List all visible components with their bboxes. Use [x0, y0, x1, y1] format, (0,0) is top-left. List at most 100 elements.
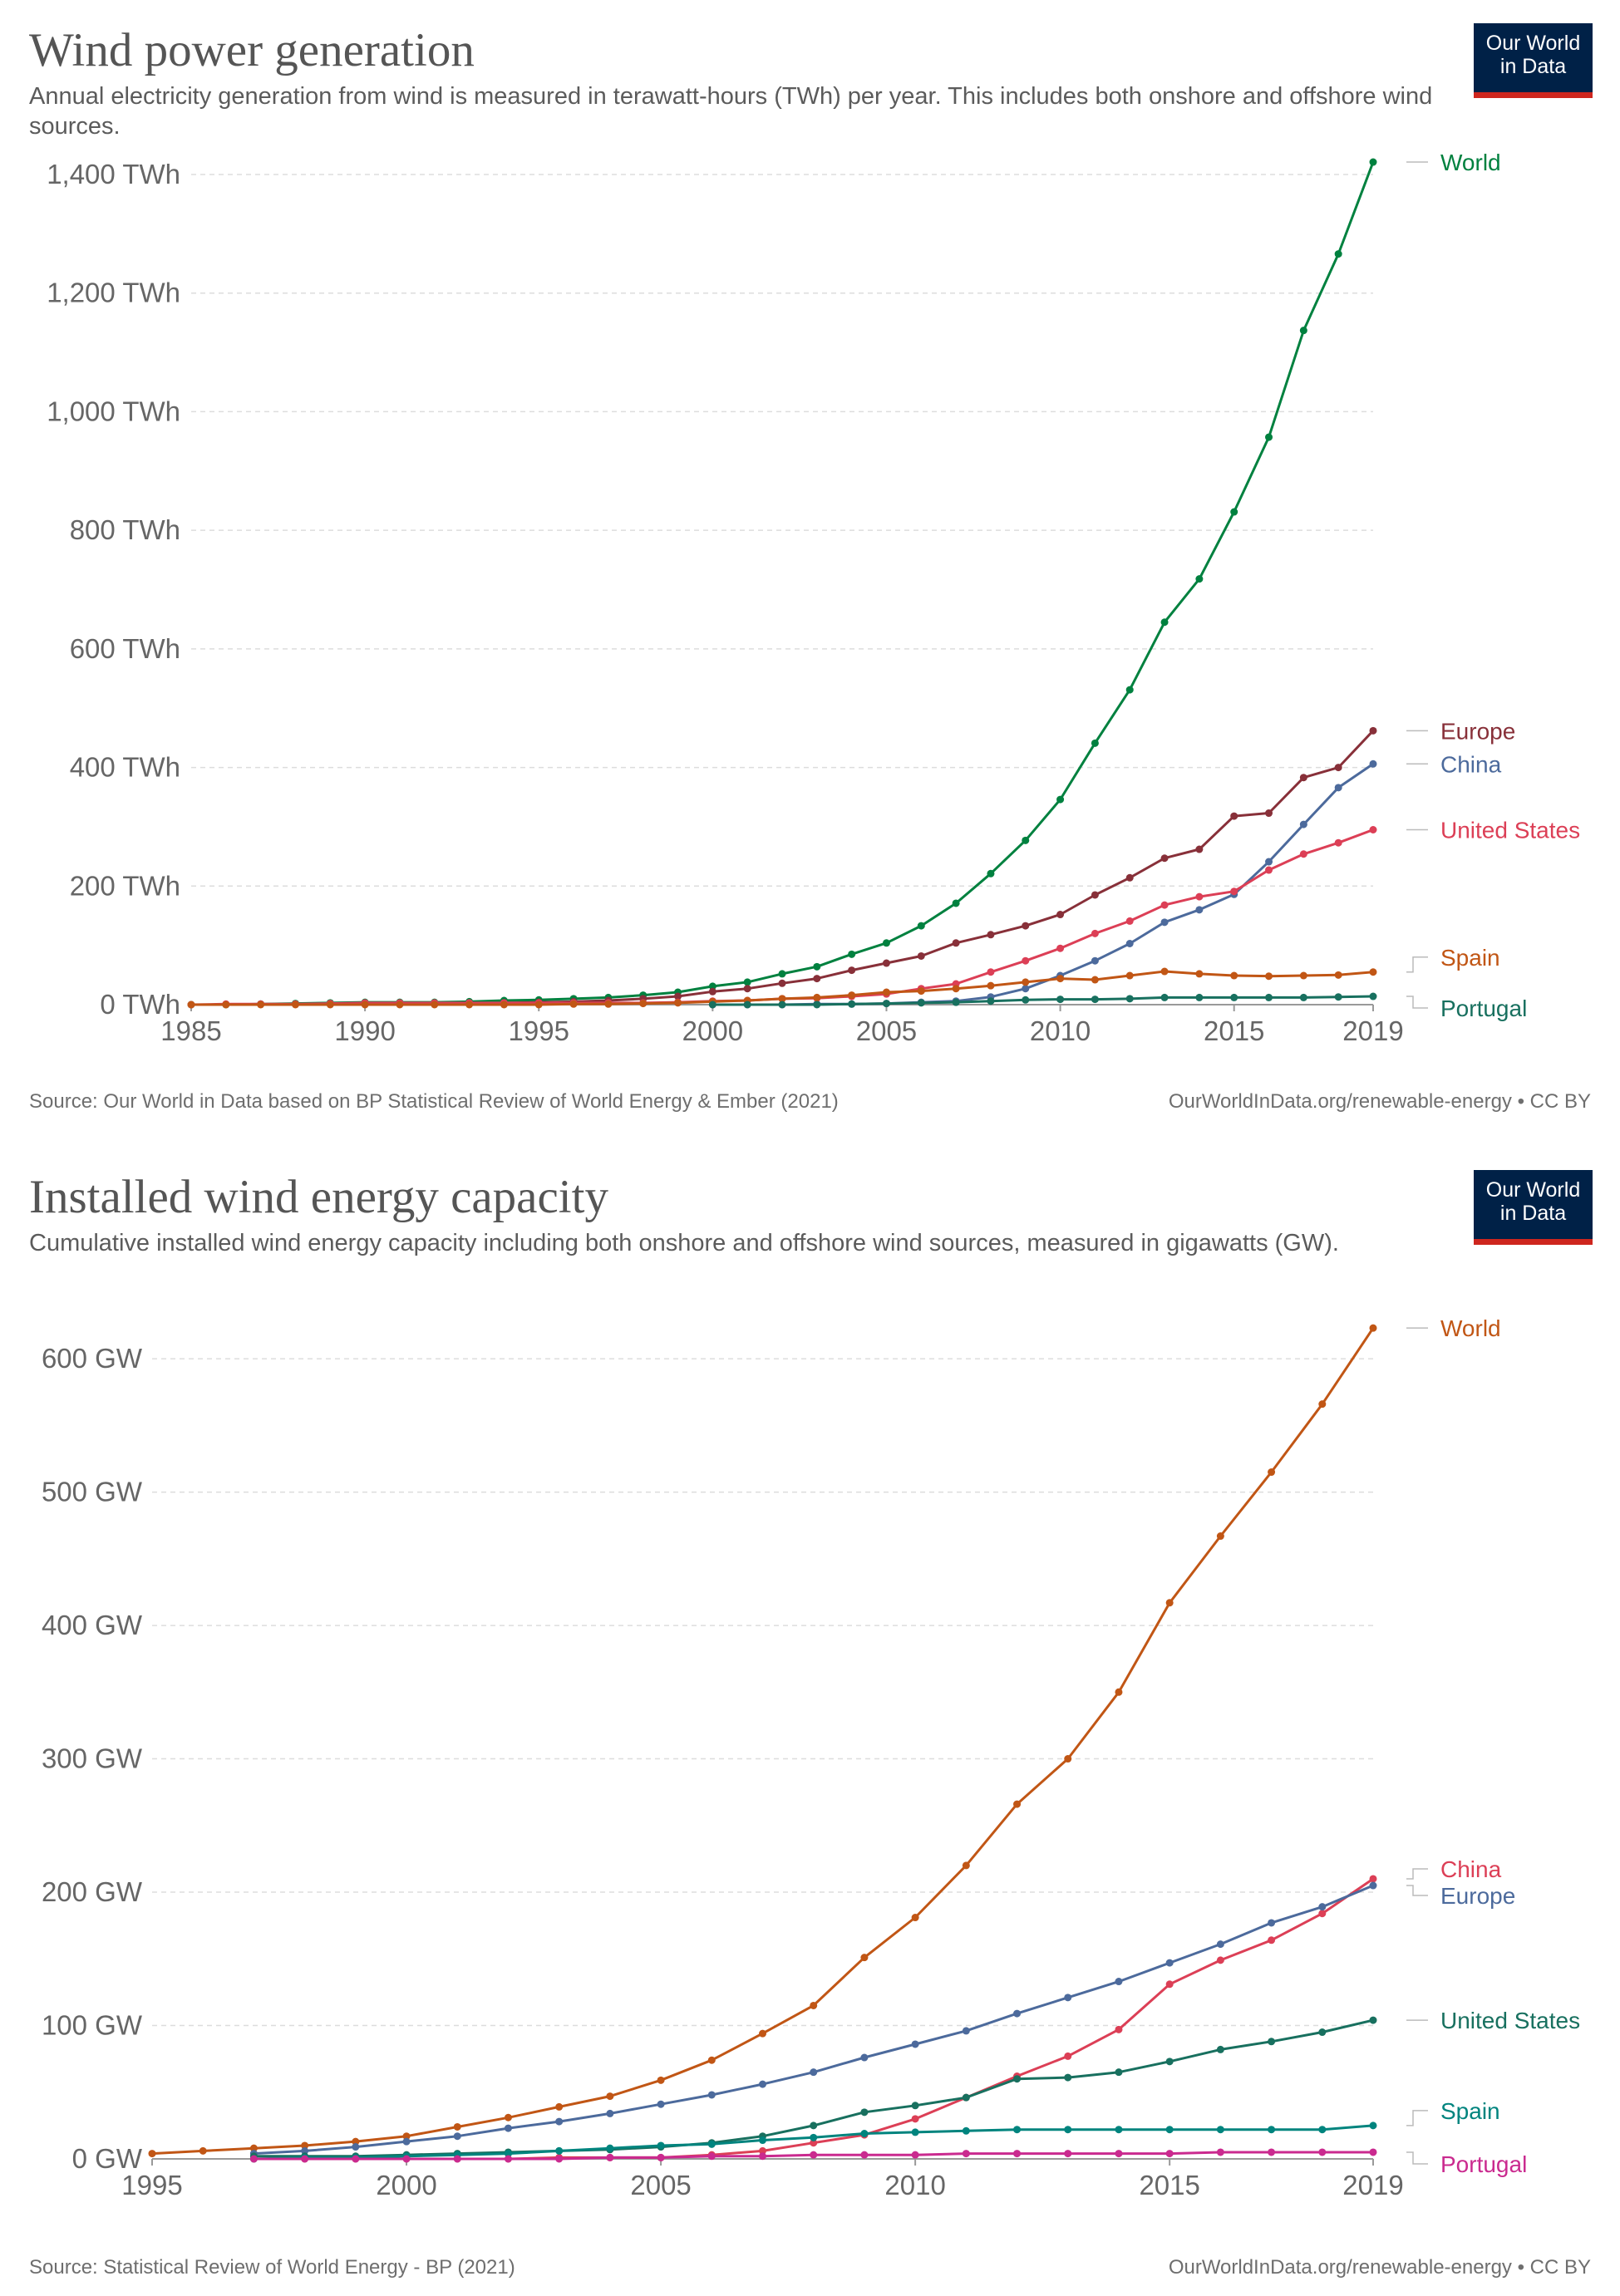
license-link[interactable]: OurWorldInData.org/renewable-energy • CC… — [1168, 1090, 1591, 1113]
series-china[interactable]: China — [249, 1856, 1502, 2163]
y-tick-label: 200 TWh — [70, 870, 180, 901]
data-point — [708, 987, 716, 996]
data-point — [707, 2091, 716, 2099]
data-point — [1160, 993, 1169, 1001]
series-europe[interactable]: Europe — [361, 718, 1516, 1008]
data-point — [396, 1001, 404, 1009]
data-point — [1064, 2150, 1072, 2158]
data-point — [1230, 971, 1238, 980]
data-point — [813, 1001, 821, 1009]
data-point — [759, 2136, 766, 2145]
data-point — [301, 2141, 309, 2150]
data-point — [555, 2155, 564, 2163]
data-point — [1056, 975, 1065, 983]
data-point — [743, 985, 751, 993]
data-point — [249, 2144, 258, 2152]
owid-logo[interactable]: Our World in Data — [1474, 23, 1593, 98]
x-tick-label: 2005 — [856, 1015, 917, 1046]
series-portugal[interactable]: Portugal — [249, 2148, 1527, 2177]
wind-generation-line-chart: 0 TWh 200 TWh 400 TWh 600 TWh 800 TWh 1,000 T… — [47, 150, 1581, 1046]
data-point — [555, 2102, 564, 2111]
data-point — [1056, 795, 1065, 804]
data-point — [1115, 2068, 1123, 2077]
data-point — [1022, 956, 1030, 965]
data-point — [1091, 996, 1099, 1004]
data-point — [962, 2093, 970, 2102]
data-point — [778, 1001, 786, 1009]
data-point — [917, 999, 925, 1007]
data-point — [1369, 1324, 1377, 1332]
logo-line-1: Our World — [1485, 1178, 1581, 1202]
data-point — [1165, 2058, 1174, 2066]
data-point — [917, 922, 925, 930]
data-point — [911, 2102, 919, 2110]
data-point — [1265, 866, 1273, 874]
data-point — [882, 959, 890, 967]
data-point — [759, 2152, 766, 2161]
data-point — [1230, 812, 1238, 820]
data-point — [1230, 508, 1238, 516]
data-point — [1091, 956, 1099, 965]
data-point — [639, 1000, 648, 1008]
data-point — [952, 985, 960, 993]
x-tick-label: 1995 — [121, 2170, 182, 2200]
data-point — [1022, 836, 1030, 844]
data-point — [1160, 901, 1169, 909]
y-tick-label: 800 TWh — [70, 514, 180, 545]
data-point — [1334, 764, 1342, 772]
series-label-portugal: Portugal — [1440, 996, 1527, 1021]
data-point — [1056, 996, 1065, 1004]
series-line-europe — [254, 1884, 1374, 2156]
series-label-china: China — [1440, 751, 1502, 777]
data-point — [1195, 892, 1204, 901]
data-point — [606, 2092, 614, 2101]
data-point — [1125, 995, 1134, 1003]
wind-capacity-line-chart: 0 GW 100 GW 200 GW 300 GW 400 GW 500 GW 600 GW… — [42, 1315, 1580, 2200]
data-point — [402, 2137, 411, 2146]
data-point — [917, 951, 925, 960]
y-tick-label: 1,200 TWh — [47, 278, 180, 308]
y-tick-label: 500 GW — [42, 1477, 143, 1507]
data-point — [1165, 2126, 1174, 2134]
data-point — [860, 2151, 869, 2159]
data-point — [778, 979, 786, 987]
data-point — [301, 2155, 309, 2163]
data-point — [1115, 2150, 1123, 2158]
data-point — [606, 2109, 614, 2117]
data-point — [1125, 971, 1134, 980]
series-spain[interactable]: Spain — [187, 945, 1500, 1009]
data-point — [431, 1001, 439, 1009]
data-point — [504, 2113, 512, 2121]
data-point — [1022, 922, 1030, 930]
x-tick-label: 2005 — [630, 2170, 691, 2200]
data-point — [962, 2027, 970, 2035]
data-point — [860, 2130, 869, 2138]
data-point — [917, 987, 925, 996]
data-point — [657, 2153, 665, 2161]
data-point — [987, 968, 995, 976]
data-point — [1268, 1936, 1276, 1944]
data-point — [1160, 854, 1169, 863]
series-world[interactable]: World — [148, 1315, 1501, 2158]
data-point — [987, 931, 995, 939]
series-world[interactable]: World — [187, 150, 1501, 1009]
logo-line-1: Our World — [1485, 32, 1581, 55]
series-line-world — [151, 1327, 1375, 2156]
data-point — [1318, 2126, 1327, 2134]
owid-logo[interactable]: Our World in Data — [1474, 1170, 1593, 1245]
series-europe[interactable]: Europe — [249, 1881, 1515, 2158]
data-point — [1064, 2073, 1072, 2082]
series-china[interactable]: China — [708, 751, 1502, 1009]
license-link[interactable]: OurWorldInData.org/renewable-energy • CC… — [1168, 2256, 1591, 2279]
chart-subtitle: Cumulative installed wind energy capacit… — [29, 1230, 1339, 1256]
chart-source-note: Source: Statistical Review of World Ener… — [29, 2256, 515, 2279]
data-point — [962, 2150, 970, 2158]
data-point — [1216, 2148, 1224, 2156]
series-united-states[interactable]: United States — [187, 817, 1581, 1009]
series-portugal[interactable]: Portugal — [708, 992, 1527, 1022]
data-point — [1125, 917, 1134, 925]
data-point — [1318, 2028, 1327, 2037]
x-tick-label: 1995 — [509, 1015, 569, 1046]
data-point — [657, 2100, 665, 2108]
data-point — [555, 2117, 564, 2126]
